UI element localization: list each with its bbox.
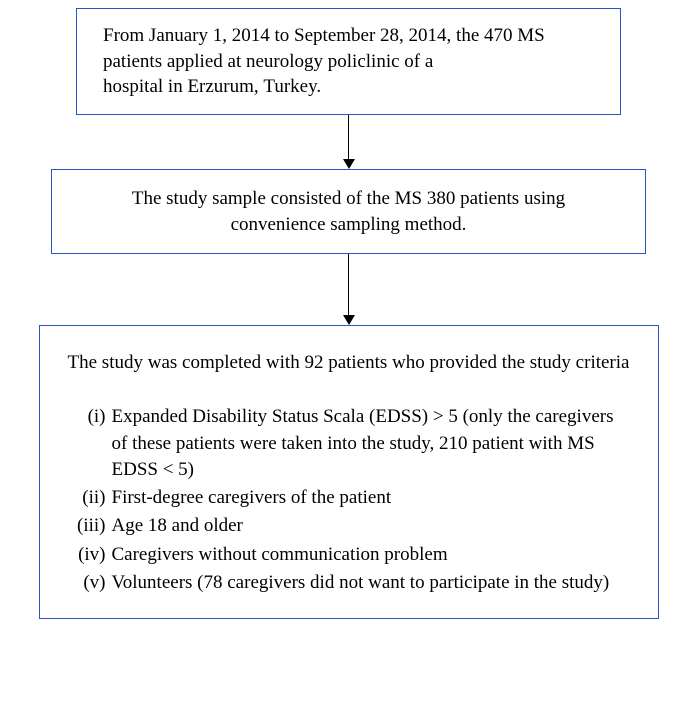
criteria-list: (i) Expanded Disability Status Scala (ED… — [64, 404, 634, 596]
criteria-item: (v) Volunteers (78 caregivers did not wa… — [70, 570, 634, 596]
arrow-1-line — [348, 115, 350, 160]
flowchart: From January 1, 2014 to September 28, 20… — [0, 0, 697, 639]
box-sample: The study sample consisted of the MS 380… — [51, 169, 646, 254]
arrow-2-head — [343, 315, 355, 325]
criteria-item: (ii) First-degree caregivers of the pati… — [72, 485, 634, 511]
criteria-text: Age 18 and older — [106, 513, 243, 539]
criteria-roman: (iii) — [66, 513, 106, 539]
box-sample-text: The study sample consisted of the MS 380… — [132, 188, 565, 235]
criteria-text: Volunteers (78 caregivers did not want t… — [106, 570, 610, 596]
box-population: From January 1, 2014 to September 28, 20… — [76, 8, 621, 115]
criteria-text: Expanded Disability Status Scala (EDSS) … — [106, 404, 634, 483]
arrow-2 — [343, 254, 355, 325]
arrow-1 — [343, 115, 355, 169]
box-criteria: The study was completed with 92 patients… — [39, 325, 659, 619]
criteria-item: (iii) Age 18 and older — [66, 513, 634, 539]
criteria-roman: (ii) — [72, 485, 106, 511]
arrow-1-head — [343, 159, 355, 169]
criteria-roman: (iv) — [66, 542, 106, 568]
criteria-text: Caregivers without communication problem — [106, 542, 448, 568]
criteria-roman: (i) — [76, 404, 106, 483]
arrow-2-line — [348, 254, 350, 316]
criteria-item: (i) Expanded Disability Status Scala (ED… — [76, 404, 634, 483]
box-criteria-header: The study was completed with 92 patients… — [64, 350, 634, 376]
criteria-text: First-degree caregivers of the patient — [106, 485, 392, 511]
criteria-roman: (v) — [70, 570, 106, 596]
criteria-item: (iv) Caregivers without communication pr… — [66, 542, 634, 568]
box-population-text: From January 1, 2014 to September 28, 20… — [103, 25, 545, 97]
